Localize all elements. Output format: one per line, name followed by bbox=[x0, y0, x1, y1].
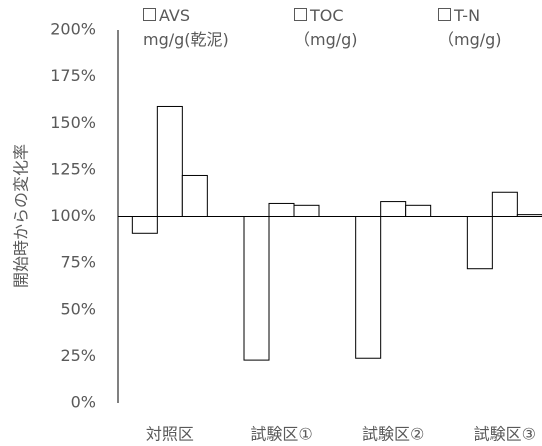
legend-swatch bbox=[438, 8, 451, 21]
y-tick-label: 200% bbox=[50, 20, 96, 39]
legend-label: T-N （mg/g) bbox=[438, 6, 502, 49]
bar bbox=[131, 216, 158, 234]
bar bbox=[243, 216, 270, 361]
bar bbox=[491, 191, 518, 218]
y-tick-label: 50% bbox=[60, 299, 96, 318]
y-tick-label: 0% bbox=[71, 393, 96, 412]
bar bbox=[380, 201, 407, 218]
legend-swatch bbox=[294, 8, 307, 21]
y-tick-label: 175% bbox=[50, 66, 96, 85]
bar bbox=[355, 216, 382, 359]
bar bbox=[268, 202, 295, 218]
bar bbox=[293, 204, 320, 217]
legend-swatch bbox=[143, 8, 156, 21]
y-tick-label: 25% bbox=[60, 346, 96, 365]
y-tick-label: 150% bbox=[50, 113, 96, 132]
x-tick-label: 対照区 bbox=[146, 425, 194, 444]
legend-entry: TOC （mg/g) bbox=[294, 4, 358, 52]
y-tick-label: 125% bbox=[50, 159, 96, 178]
legend-label: AVS mg/g(乾泥) bbox=[143, 6, 229, 49]
x-tick-label: 試験区③ bbox=[474, 425, 536, 444]
bar bbox=[466, 216, 493, 270]
x-tick-label: 試験区② bbox=[362, 425, 424, 444]
y-axis-label: 開始時からの変化率 bbox=[12, 144, 31, 288]
y-tick-label: 75% bbox=[60, 253, 96, 272]
y-tick-label: 100% bbox=[50, 206, 96, 225]
legend-entry: T-N （mg/g) bbox=[438, 4, 502, 52]
legend-entry: AVS mg/g(乾泥) bbox=[143, 4, 229, 52]
x-tick-label: 試験区① bbox=[250, 425, 312, 444]
bar bbox=[156, 105, 183, 217]
bar bbox=[405, 204, 432, 217]
bar bbox=[181, 174, 208, 217]
legend-label: TOC （mg/g) bbox=[294, 6, 358, 49]
